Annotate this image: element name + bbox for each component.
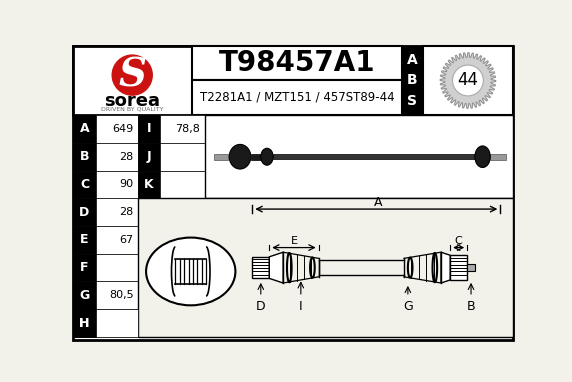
Bar xyxy=(252,257,269,278)
Bar xyxy=(138,171,160,198)
Text: 90: 90 xyxy=(120,180,134,189)
Bar xyxy=(73,282,96,309)
Text: A: A xyxy=(80,123,89,136)
Bar xyxy=(160,115,205,143)
Text: D: D xyxy=(256,299,265,312)
Text: S: S xyxy=(118,56,146,94)
Text: A: A xyxy=(374,196,382,209)
Text: H: H xyxy=(80,317,90,330)
Bar xyxy=(160,171,205,198)
Text: F: F xyxy=(80,261,89,274)
Polygon shape xyxy=(440,53,496,108)
Bar xyxy=(96,171,138,198)
Bar xyxy=(423,46,514,115)
Text: 44: 44 xyxy=(458,71,478,89)
Bar xyxy=(73,171,96,198)
Text: H: H xyxy=(80,317,90,330)
Bar xyxy=(73,309,96,337)
Ellipse shape xyxy=(146,238,236,305)
Text: B: B xyxy=(407,73,418,87)
Text: 28: 28 xyxy=(120,152,134,162)
Text: I: I xyxy=(147,123,152,136)
Text: 649: 649 xyxy=(113,124,134,134)
Bar xyxy=(96,309,138,337)
Text: 78,8: 78,8 xyxy=(175,124,200,134)
Text: 28: 28 xyxy=(120,207,134,217)
Text: A: A xyxy=(407,53,418,67)
Text: S: S xyxy=(407,94,418,108)
Text: B: B xyxy=(467,299,475,312)
Ellipse shape xyxy=(229,144,251,169)
Text: C: C xyxy=(80,178,89,191)
Text: 67: 67 xyxy=(120,235,134,245)
Bar xyxy=(73,143,96,171)
Circle shape xyxy=(452,65,483,96)
Text: E: E xyxy=(291,236,297,246)
Text: C: C xyxy=(455,236,463,246)
Bar xyxy=(73,254,96,282)
Bar xyxy=(96,309,138,337)
Text: 80,5: 80,5 xyxy=(109,290,134,300)
Bar xyxy=(138,143,160,171)
Text: K: K xyxy=(144,178,154,191)
Text: DRIVEN BY QUALITY: DRIVEN BY QUALITY xyxy=(101,107,164,112)
Bar xyxy=(96,115,138,143)
Text: T2281A1 / MZT151 / 457ST89-44: T2281A1 / MZT151 / 457ST89-44 xyxy=(200,91,394,104)
Bar xyxy=(73,226,96,254)
Text: B: B xyxy=(80,150,89,163)
Bar xyxy=(73,198,96,226)
Bar xyxy=(273,154,476,159)
Ellipse shape xyxy=(261,148,273,165)
Circle shape xyxy=(112,55,152,95)
Bar xyxy=(450,255,467,280)
Text: sorea: sorea xyxy=(104,92,160,110)
Bar xyxy=(214,154,228,160)
Bar xyxy=(96,282,138,309)
Bar xyxy=(96,198,138,226)
Bar xyxy=(205,115,514,198)
Text: D: D xyxy=(80,206,90,219)
Text: G: G xyxy=(403,299,413,312)
Text: E: E xyxy=(80,233,89,246)
Bar xyxy=(96,226,138,254)
Bar xyxy=(467,264,475,272)
Bar xyxy=(73,46,192,115)
Bar xyxy=(138,198,514,337)
Bar xyxy=(96,254,138,282)
Bar xyxy=(73,309,96,337)
Text: T98457A1: T98457A1 xyxy=(219,49,375,77)
Bar xyxy=(138,115,160,143)
Bar xyxy=(192,81,402,115)
Ellipse shape xyxy=(475,146,490,167)
Polygon shape xyxy=(441,252,450,283)
Bar xyxy=(73,115,96,143)
Text: G: G xyxy=(80,289,90,302)
Text: J: J xyxy=(147,150,152,163)
Bar xyxy=(192,46,402,81)
Bar xyxy=(96,143,138,171)
Bar xyxy=(251,154,267,160)
Polygon shape xyxy=(269,252,283,283)
Bar xyxy=(490,154,506,160)
Bar xyxy=(402,46,423,115)
Bar xyxy=(160,143,205,171)
Text: I: I xyxy=(299,299,303,312)
